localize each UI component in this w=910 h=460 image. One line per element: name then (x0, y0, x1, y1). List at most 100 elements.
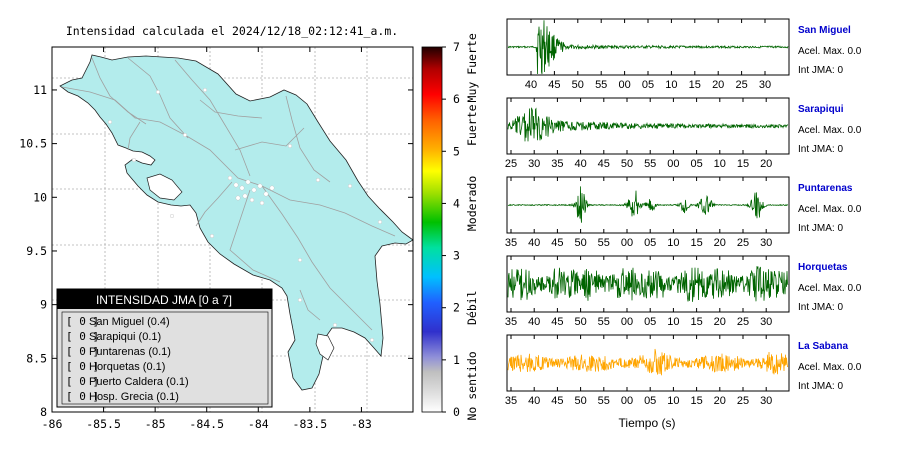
map-y-tick-label: 9.5 (26, 244, 47, 258)
seismogram-tick-label: 25 (505, 158, 517, 170)
seismogram-tick-label: 05 (690, 158, 702, 170)
seismogram-tick-label: 10 (714, 158, 726, 170)
map-y-ticks: 8 8.5 9 9.5 10 10.5 11 (19, 83, 413, 419)
colorbar-tick-label: 4 (453, 196, 460, 210)
seismogram-tick-label: 35 (505, 395, 517, 407)
seismogram-tick-label: 00 (621, 237, 633, 249)
seismogram-trace (507, 107, 789, 142)
legend-header: INTENSIDAD JMA [0 a 7] (96, 293, 232, 307)
seismogram-tick-label: 30 (760, 237, 772, 249)
seismogram-tick-label: 40 (525, 79, 537, 91)
colorbar-ticks: 0 1 2 3 4 5 6 7 (442, 40, 460, 419)
seismogram-tick-label: 25 (737, 237, 749, 249)
colorbar-tick-label: 6 (453, 92, 460, 106)
station-name: Horquetas (798, 262, 848, 273)
seismogram-tick-label: 30 (759, 79, 771, 91)
colorbar-intensity-label: No sentido (465, 351, 479, 420)
seismogram-tick-label: 20 (714, 237, 726, 249)
seismogram-tick-label: 10 (665, 79, 677, 91)
seismogram-panels: 40 45 50 55 00 05 10 15 20 25 30 San Miguel Acel. Ma… (505, 18, 862, 407)
map-y-tick-label: 10 (33, 190, 47, 204)
seismogram-tick-label: 40 (528, 237, 540, 249)
seismogram-tick-label: 15 (690, 395, 702, 407)
seismogram-tick-label: 45 (598, 158, 610, 170)
colorbar-tick-label: 1 (453, 353, 460, 367)
golfo-dulce (315, 333, 335, 361)
seismogram-tick-label: 20 (714, 316, 726, 328)
station-name: Sarapiqui (798, 104, 844, 115)
seismogram-tick-label: 40 (574, 158, 586, 170)
max-acceleration: Acel. Max. 0.0 (798, 283, 862, 294)
seismogram-tick-label: 15 (690, 237, 702, 249)
map-x-ticks: -86 -85.5 -85 -84.5 -84 -83.5 -83 (42, 47, 372, 431)
legend-entries: [ 0 ]San Miguel (0.4)[ 0 ]Sarapiqui (0.1… (66, 315, 189, 403)
legend-entry-code: [ 0 ] (66, 390, 99, 403)
jma-intensity: Int JMA: 0 (798, 302, 843, 313)
seismogram-tick-label: 40 (528, 316, 540, 328)
map-x-tick-label: -84 (248, 417, 269, 431)
seismogram-panel: 35 40 45 50 55 00 05 10 15 20 25 30 La Sabana Acel. M… (505, 334, 862, 407)
seismogram-tick-label: 00 (667, 158, 679, 170)
legend-entry-code: [ 0 ] (66, 360, 99, 373)
colorbar-scale (421, 46, 443, 413)
seismogram-tick-label: 05 (642, 79, 654, 91)
legend-entry-name: Puerto Caldera (0.1) (89, 376, 189, 388)
colorbar-tick-label: 3 (453, 249, 460, 263)
seismogram-tick-label: 55 (595, 79, 607, 91)
seismogram-tick-label: 00 (618, 79, 630, 91)
intensity-legend: INTENSIDAD JMA [0 a 7] [ 0 ]San Miguel (… (56, 288, 273, 408)
legend-entry-code: [ 0 ] (66, 375, 99, 388)
legend-header-background (57, 289, 272, 309)
seismogram-tick-label: 15 (689, 79, 701, 91)
seismogram-tick-label: 10 (667, 395, 679, 407)
jma-intensity: Int JMA: 0 (798, 144, 843, 155)
seismogram-tick-label: 35 (505, 237, 517, 249)
seismogram-tick-label: 55 (598, 316, 610, 328)
map-frame (51, 46, 414, 413)
legend-entry-name: Puntarenas (0.1) (89, 346, 171, 358)
seismogram-tick-label: 25 (735, 79, 747, 91)
map-x-tick-label: -84.5 (189, 417, 224, 431)
legend-entry-code: [ 0 ] (66, 330, 99, 343)
legend-entry-code: [ 0 ] (66, 315, 99, 328)
seismogram-tick-label: 45 (551, 237, 563, 249)
legend-entry-name: San Miguel (0.4) (89, 316, 170, 328)
colorbar-tick-label: 5 (453, 144, 460, 158)
map-y-tick-label: 9 (40, 298, 47, 312)
colorbar-intensity-label: Débil (465, 290, 479, 325)
seismogram-frame (506, 334, 790, 392)
seismogram-tick-label: 55 (598, 395, 610, 407)
seismogram-tick-label: 35 (505, 316, 517, 328)
seismogram-tick-label: 20 (714, 395, 726, 407)
colorbar-labels: No sentido Débil Moderado Fuerte Muy Fuerte (465, 33, 479, 420)
seismogram-tick-label: 25 (737, 395, 749, 407)
seismogram-tick-label: 00 (621, 395, 633, 407)
seismogram-trace (507, 348, 789, 376)
map-y-tick-label: 8 (40, 405, 47, 419)
colorbar-intensity-label: Fuerte (465, 104, 479, 146)
seismogram-tick-label: 30 (760, 316, 772, 328)
legend-inner-box (61, 311, 269, 405)
seismogram-x-label: Tiempo (s) (619, 416, 676, 430)
seismogram-trace (507, 20, 789, 75)
map-y-tick-label: 11 (33, 83, 47, 97)
seismogram-tick-label: 20 (760, 158, 772, 170)
max-acceleration: Acel. Max. 0.0 (798, 362, 862, 373)
seismogram-tick-label: 40 (528, 395, 540, 407)
map-x-tick-label: -83 (351, 417, 372, 431)
seismogram-tick-label: 25 (737, 316, 749, 328)
seismogram-tick-label: 50 (621, 158, 633, 170)
jma-intensity: Int JMA: 0 (798, 381, 843, 392)
seismogram-tick-label: 50 (572, 79, 584, 91)
roads (61, 57, 396, 331)
seismogram-tick-label: 45 (551, 316, 563, 328)
seismogram-tick-label: 55 (644, 158, 656, 170)
map-x-tick-label: -83.5 (293, 417, 328, 431)
figure-title: Intensidad calculada el 2024/12/18_02:12… (66, 24, 398, 38)
seismogram-tick-label: 05 (644, 237, 656, 249)
seismogram-tick-label: 15 (690, 316, 702, 328)
seismogram-tick-label: 45 (551, 395, 563, 407)
station-name: Puntarenas (798, 183, 853, 194)
colorbar-intensity-label: Moderado (465, 176, 479, 231)
seismogram-trace (507, 186, 789, 223)
